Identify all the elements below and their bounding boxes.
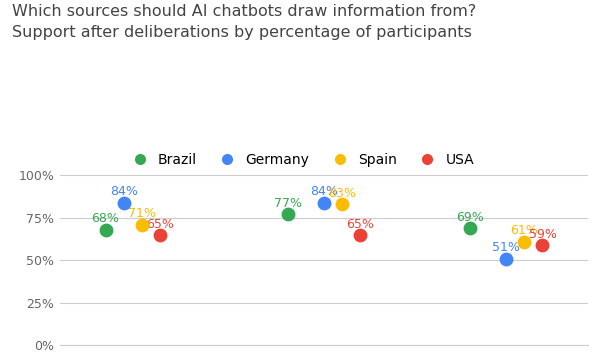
Point <box>538 242 547 248</box>
Text: 71%: 71% <box>128 207 156 220</box>
Point <box>101 227 110 233</box>
Point <box>119 200 128 206</box>
Text: 84%: 84% <box>310 186 338 199</box>
Text: 77%: 77% <box>274 197 302 210</box>
Text: 51%: 51% <box>492 241 520 254</box>
Point <box>356 232 365 238</box>
Text: 83%: 83% <box>328 187 356 200</box>
Point <box>319 200 329 206</box>
Text: 65%: 65% <box>146 218 174 231</box>
Point <box>520 239 529 244</box>
Point <box>137 222 147 227</box>
Text: 84%: 84% <box>110 186 137 199</box>
Point <box>155 232 165 238</box>
Point <box>501 256 511 261</box>
Point <box>337 201 347 207</box>
Text: 68%: 68% <box>92 213 119 226</box>
Text: 69%: 69% <box>456 211 484 224</box>
Point <box>465 225 475 231</box>
Legend: Brazil, Germany, Spain, USA: Brazil, Germany, Spain, USA <box>121 148 479 173</box>
Text: 61%: 61% <box>511 224 538 237</box>
Point <box>283 212 292 217</box>
Text: 59%: 59% <box>529 228 556 241</box>
Text: Which sources should AI chatbots draw information from?
Support after deliberati: Which sources should AI chatbots draw in… <box>12 4 476 39</box>
Text: 65%: 65% <box>346 218 374 231</box>
